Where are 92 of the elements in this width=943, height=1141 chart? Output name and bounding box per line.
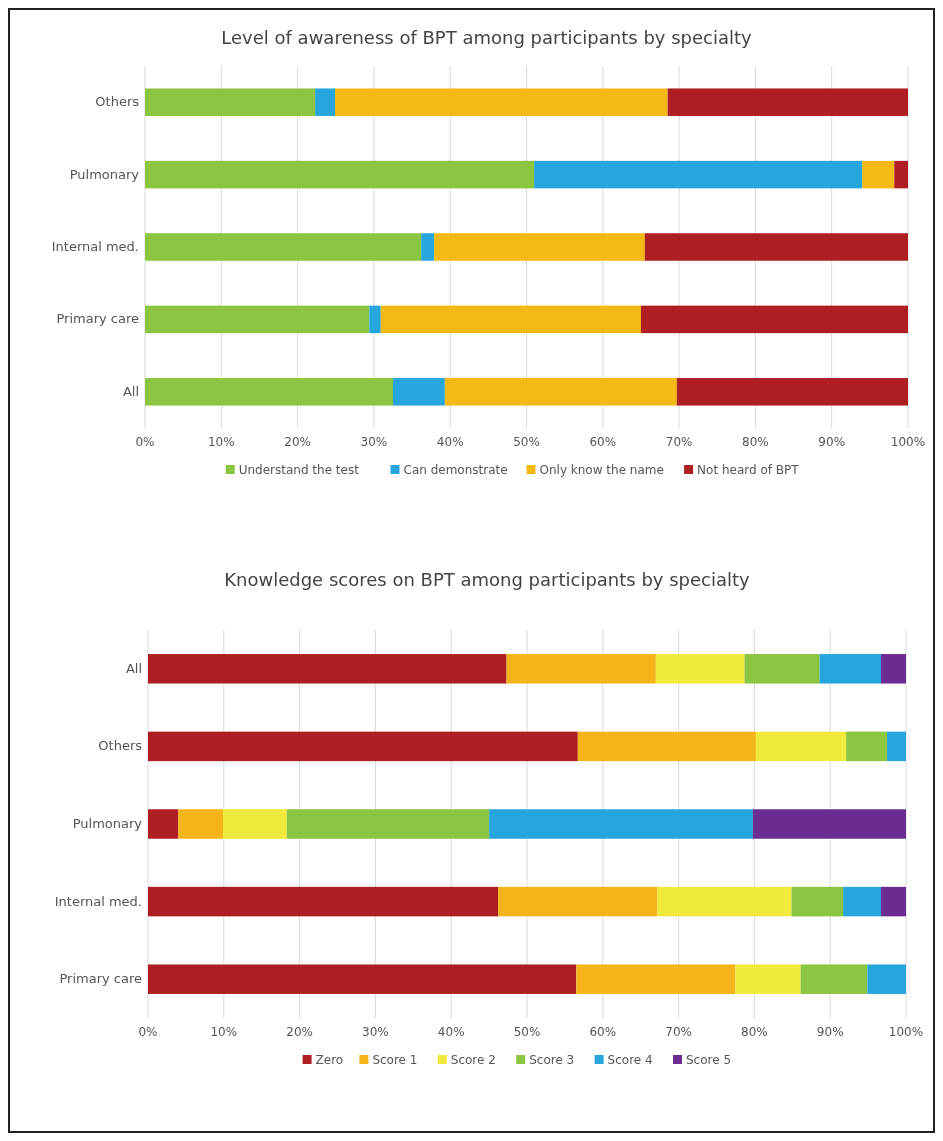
bar <box>880 886 906 917</box>
x-tick-label: 40% <box>436 435 464 449</box>
bar <box>867 964 906 994</box>
bar <box>223 809 287 839</box>
x-tick-label: 90% <box>816 1025 844 1039</box>
bar <box>744 654 820 684</box>
bar <box>819 654 881 684</box>
y-tick-label: Pulmonary <box>72 816 143 831</box>
bar <box>145 160 535 189</box>
bar <box>506 654 656 684</box>
bar <box>369 305 381 334</box>
legend-label: Score 1 <box>372 1053 418 1067</box>
x-tick-label: 0% <box>138 1025 158 1039</box>
y-tick-label: Primary care <box>56 311 139 327</box>
bar <box>752 809 906 839</box>
bar <box>843 886 881 917</box>
bar <box>315 88 335 116</box>
legend-label: Only know the name <box>539 463 664 477</box>
bar <box>576 964 736 994</box>
bar <box>800 964 868 994</box>
legend-label: Score 2 <box>450 1053 496 1067</box>
bar <box>577 731 756 762</box>
x-tick-label: 20% <box>286 1025 313 1039</box>
x-tick-label: 70% <box>665 1025 692 1039</box>
y-tick-label: Others <box>95 94 140 110</box>
bar <box>489 809 753 839</box>
bar <box>434 233 645 261</box>
x-tick-label: 60% <box>589 1025 617 1039</box>
bar <box>148 964 577 994</box>
bar <box>735 964 801 994</box>
bar <box>498 886 658 917</box>
bar <box>644 233 908 261</box>
x-tick-label: 70% <box>665 435 693 449</box>
x-tick-label: 60% <box>589 435 617 449</box>
x-tick-label: 40% <box>437 1025 465 1039</box>
bar <box>334 88 668 116</box>
bar <box>444 378 677 406</box>
bar <box>894 160 908 189</box>
bar <box>862 160 895 189</box>
legend-label: Not heard of BPT <box>697 463 800 477</box>
bar <box>534 160 863 189</box>
y-tick-label: Others <box>98 738 143 754</box>
x-tick-label: 30% <box>362 1025 389 1039</box>
bar <box>657 886 792 917</box>
chart-title: Knowledge scores on BPT among participants by specialty <box>224 569 751 590</box>
bar <box>380 305 641 334</box>
bar <box>755 731 847 762</box>
x-tick-label: 100% <box>888 1025 924 1039</box>
y-tick-label: All <box>122 383 139 399</box>
bar <box>148 731 578 762</box>
bar <box>148 886 499 917</box>
bar <box>178 809 224 839</box>
bar <box>880 654 906 684</box>
x-tick-label: 80% <box>742 435 769 449</box>
bar <box>667 88 908 116</box>
x-tick-label: 90% <box>818 435 846 449</box>
x-tick-label: 50% <box>513 1025 541 1039</box>
bar <box>286 809 490 839</box>
y-tick-label: Primary care <box>59 971 142 987</box>
legend-label: Zero <box>315 1053 344 1067</box>
bar <box>421 233 435 261</box>
y-tick-label: Internal med. <box>54 893 142 909</box>
bar <box>148 809 179 839</box>
x-tick-label: 80% <box>741 1025 768 1039</box>
bar <box>640 305 908 334</box>
legend-label: Score 5 <box>686 1053 732 1067</box>
chart-title: Level of awareness of BPT among participants by specialty <box>221 27 753 48</box>
bar <box>887 731 906 762</box>
bar <box>145 305 370 334</box>
legend-label: Understand the test <box>238 463 360 477</box>
legend-label: Score 3 <box>529 1053 575 1067</box>
bar <box>145 88 316 116</box>
x-tick-label: 10% <box>207 435 235 449</box>
x-tick-label: 0% <box>135 435 155 449</box>
y-tick-label: Pulmonary <box>69 166 140 182</box>
bar <box>791 886 844 917</box>
x-tick-label: 100% <box>890 435 926 449</box>
bar <box>145 378 393 406</box>
y-tick-label: Internal med. <box>51 239 139 254</box>
bar <box>148 654 507 684</box>
bar <box>676 378 908 406</box>
x-tick-label: 30% <box>360 435 388 449</box>
bar <box>392 378 445 406</box>
y-tick-label: All <box>125 660 142 676</box>
bar <box>145 233 422 261</box>
x-tick-label: 20% <box>284 435 311 449</box>
legend-label: Score 4 <box>607 1053 653 1067</box>
legend-label: Can demonstrate <box>403 463 508 477</box>
x-tick-label: 50% <box>513 435 540 449</box>
bar <box>846 731 888 762</box>
bar <box>655 654 745 684</box>
x-tick-label: 10% <box>210 1025 238 1039</box>
